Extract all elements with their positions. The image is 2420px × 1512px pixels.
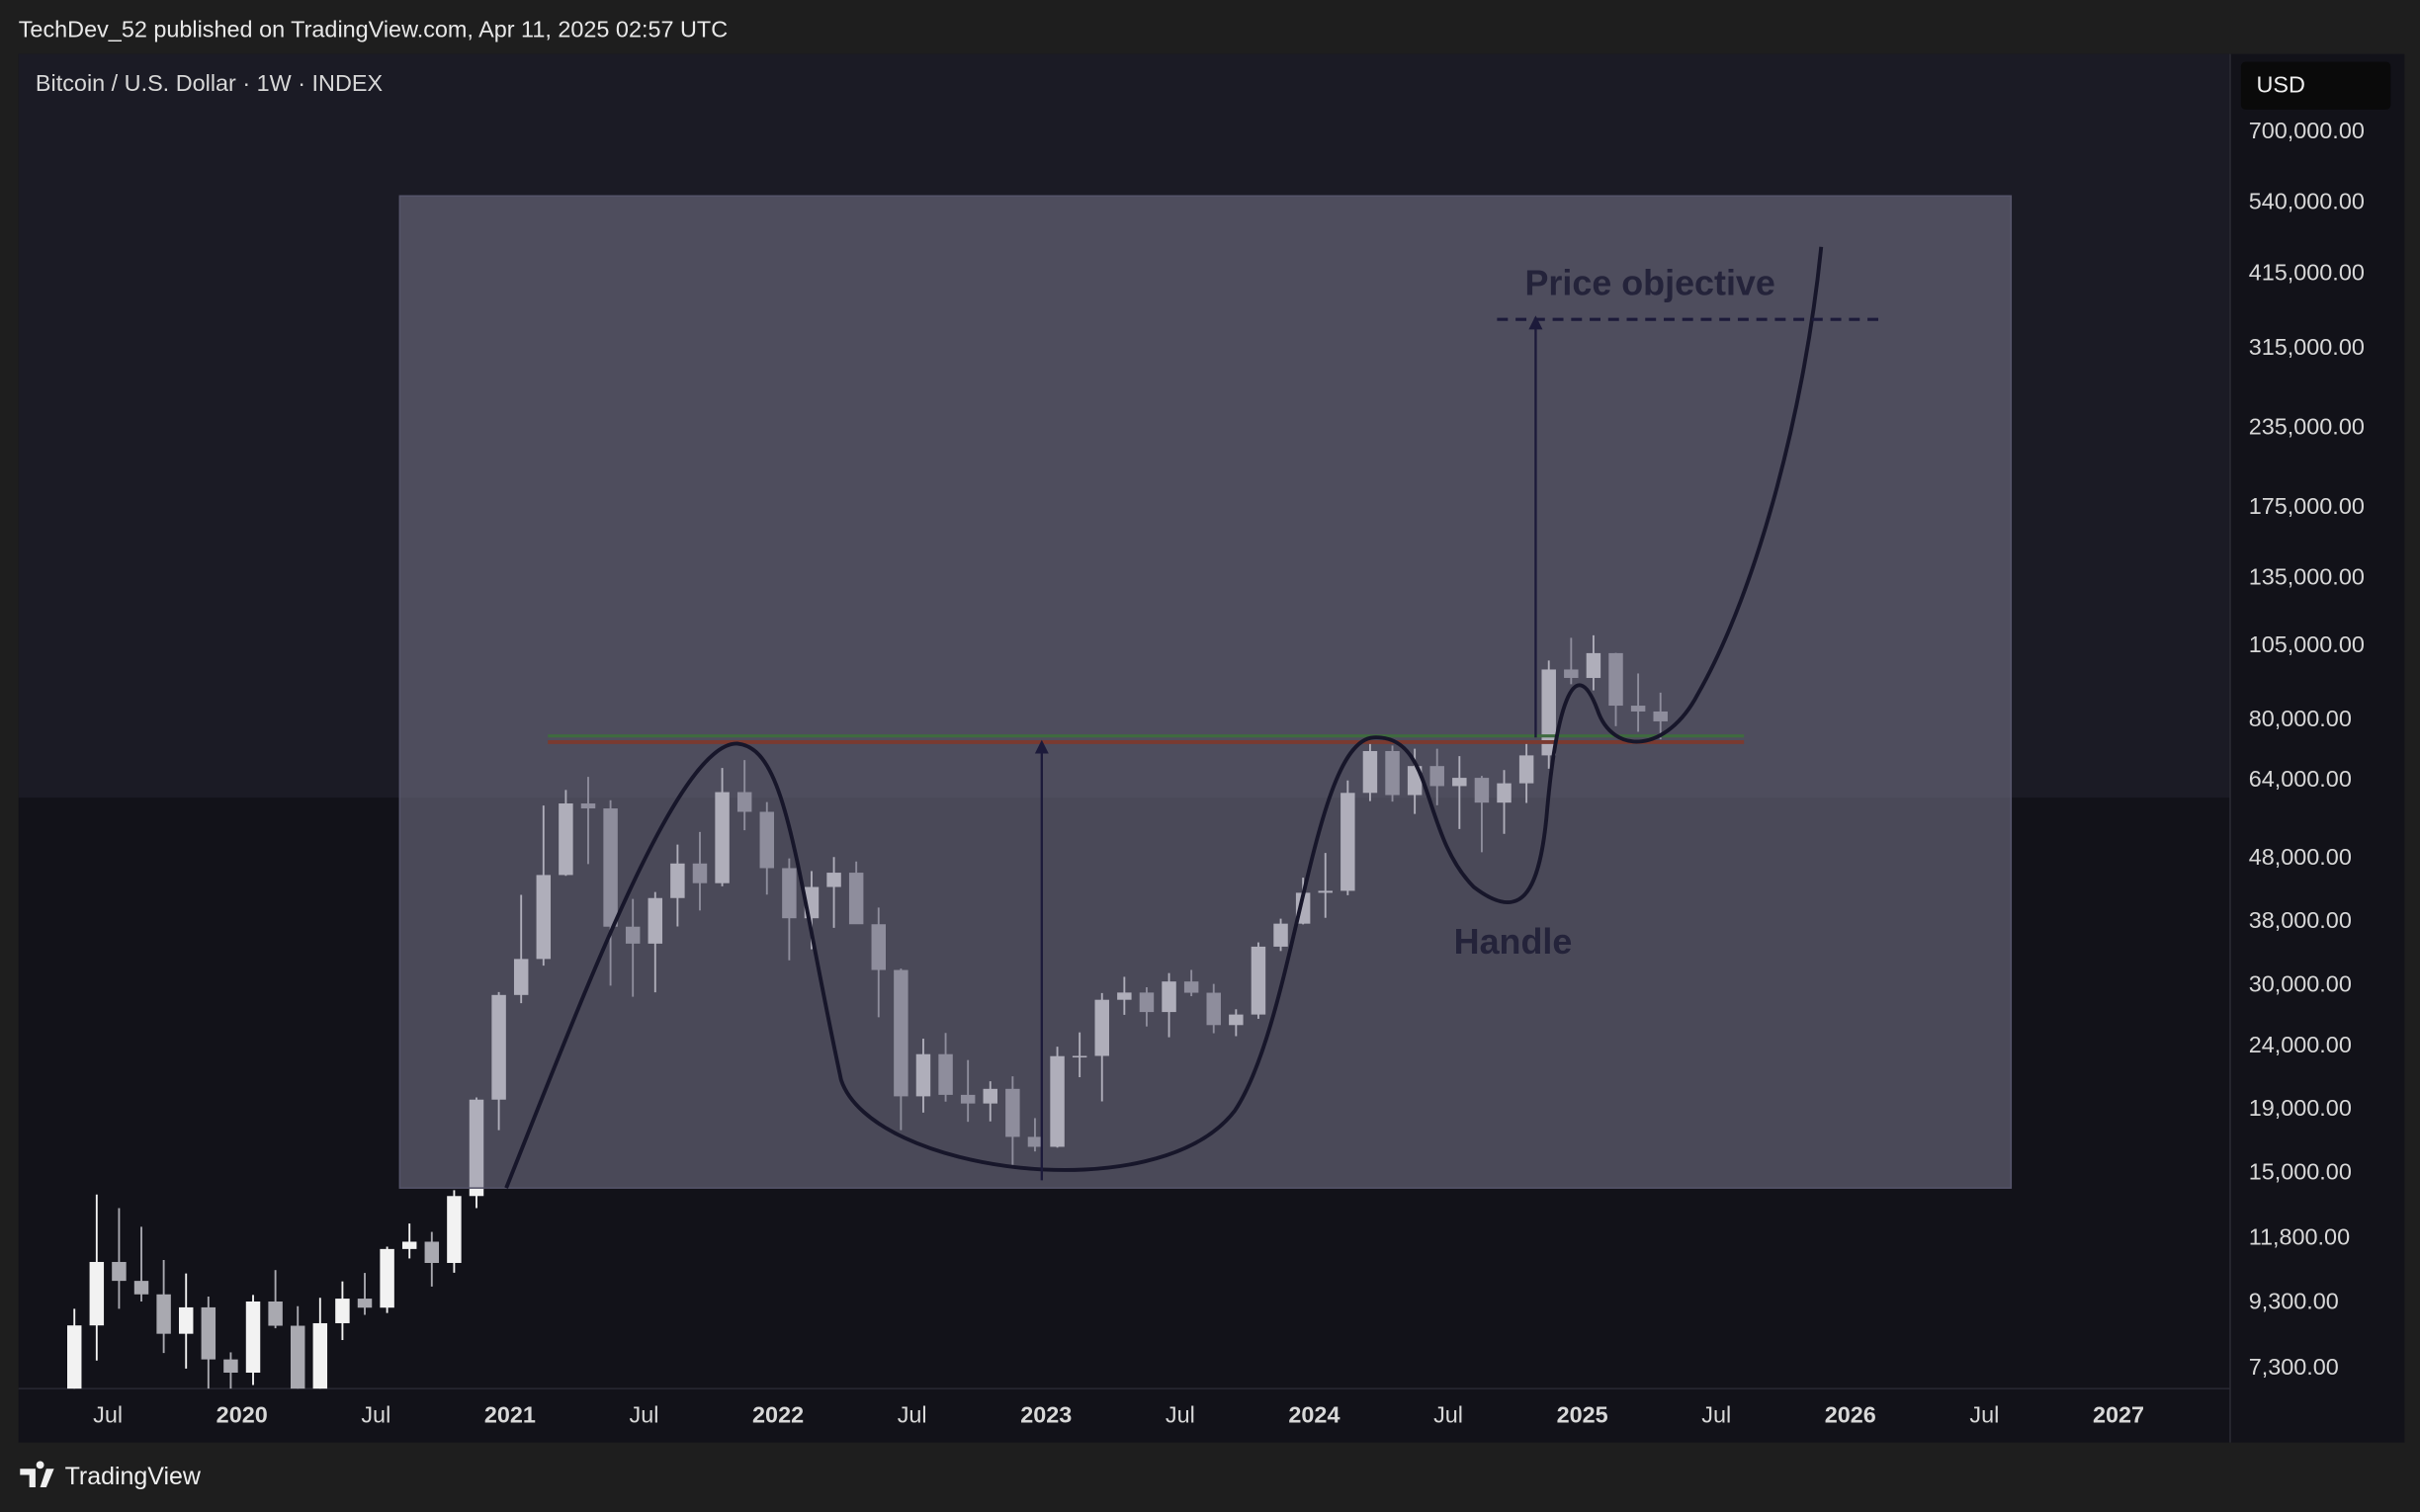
y-tick-label: 315,000.00: [2249, 334, 2365, 360]
annotation-box: [398, 195, 2013, 1189]
candle-body: [447, 1196, 462, 1263]
y-tick-label: 11,800.00: [2249, 1223, 2350, 1249]
symbol-title: Bitcoin / U.S. Dollar · 1W · INDEX: [36, 70, 384, 96]
y-tick-label: 105,000.00: [2249, 631, 2365, 657]
x-axis: Jul 2020 Jul 2021 Jul 2022 Jul 2023 Jul 2024 Jul 20…: [93, 1401, 2144, 1427]
x-tick-label: 2027: [2093, 1401, 2144, 1427]
x-tick-label: Jul: [630, 1401, 659, 1427]
currency-box[interactable]: [2240, 61, 2391, 110]
currency-label[interactable]: USD: [2257, 72, 2305, 98]
tradingview-logo: [20, 1461, 54, 1488]
brand-name[interactable]: TradingView: [65, 1463, 202, 1490]
x-tick-label: Jul: [1166, 1401, 1195, 1427]
y-tick-label: 540,000.00: [2249, 188, 2365, 213]
annotation-text: Handle: [1454, 922, 1573, 962]
candle-body: [156, 1294, 171, 1334]
y-tick-label: 135,000.00: [2249, 563, 2365, 589]
x-tick-label: 2023: [1020, 1401, 1072, 1427]
x-tick-label: Jul: [1701, 1401, 1731, 1427]
x-tick-label: Jul: [93, 1401, 123, 1427]
y-tick-label: 19,000.00: [2249, 1095, 2352, 1121]
header-text: TechDev_52 published on TradingView.com,…: [19, 16, 728, 42]
x-tick-label: 2021: [484, 1401, 536, 1427]
x-tick-label: Jul: [361, 1401, 390, 1427]
time-axis: [18, 1388, 2230, 1443]
y-tick-label: 48,000.00: [2249, 844, 2352, 870]
candle-body: [312, 1322, 328, 1389]
candle-body: [290, 1325, 305, 1389]
candle-body: [112, 1261, 127, 1282]
y-axis: 700,000.00 540,000.00 415,000.00 315,000.00…: [2249, 118, 2365, 1380]
x-tick-label: Jul: [1969, 1401, 1999, 1427]
candle-body: [223, 1359, 238, 1374]
candle-body: [178, 1306, 194, 1334]
x-tick-label: 2026: [1825, 1401, 1876, 1427]
footer: [0, 1442, 2420, 1512]
y-tick-label: 64,000.00: [2249, 766, 2352, 792]
y-tick-label: 9,300.00: [2249, 1289, 2339, 1314]
candle-body: [401, 1241, 417, 1249]
annotation-text: Price objective: [1524, 263, 1774, 302]
candle-body: [268, 1302, 283, 1326]
y-tick-label: 24,000.00: [2249, 1032, 2352, 1057]
price-axis: [2229, 53, 2405, 1443]
y-tick-label: 415,000.00: [2249, 259, 2365, 285]
y-tick-label: 30,000.00: [2249, 971, 2352, 997]
x-tick-label: 2024: [1288, 1401, 1340, 1427]
candle-body: [245, 1302, 261, 1374]
candle-body: [89, 1261, 105, 1326]
x-tick-label: 2020: [216, 1401, 268, 1427]
y-tick-label: 700,000.00: [2249, 118, 2365, 143]
x-tick-label: 2025: [1557, 1401, 1608, 1427]
y-tick-label: 175,000.00: [2249, 493, 2365, 519]
y-tick-label: 235,000.00: [2249, 413, 2365, 439]
x-tick-label: Jul: [898, 1401, 927, 1427]
candle-body: [133, 1281, 149, 1295]
candle-body: [357, 1299, 373, 1308]
y-tick-label: 80,000.00: [2249, 706, 2352, 731]
candle-body: [424, 1241, 440, 1263]
candle-body: [66, 1325, 82, 1389]
x-tick-label: 2022: [752, 1401, 804, 1427]
candle-body: [335, 1299, 350, 1323]
x-tick-label: Jul: [1433, 1401, 1463, 1427]
candle-body: [201, 1306, 216, 1360]
y-tick-label: 38,000.00: [2249, 907, 2352, 933]
y-tick-label: 7,300.00: [2249, 1354, 2339, 1380]
y-tick-label: 15,000.00: [2249, 1159, 2352, 1185]
candle-body: [380, 1248, 394, 1308]
cup-and-handle-curve: [504, 246, 1824, 1189]
